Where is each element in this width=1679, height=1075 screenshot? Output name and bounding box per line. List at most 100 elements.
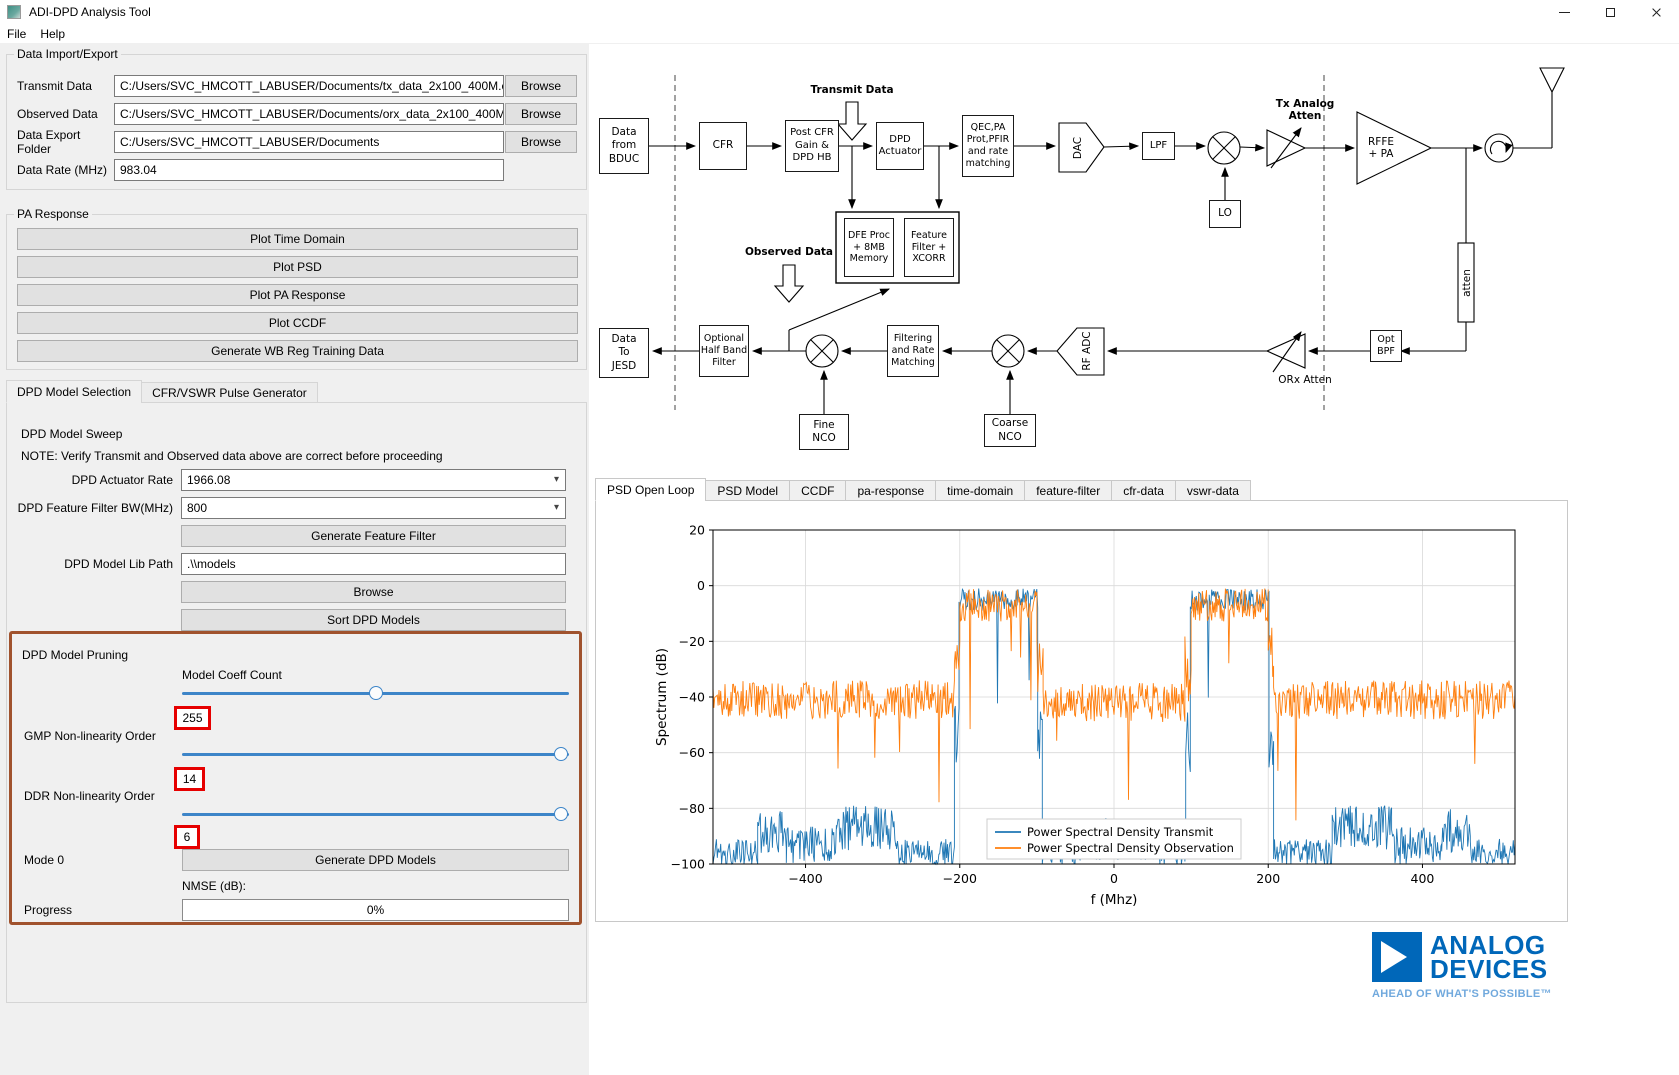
tab-vswr-data[interactable]: vswr-data <box>1174 480 1251 501</box>
slider-thumb[interactable] <box>554 807 569 821</box>
circulator-icon <box>1484 133 1514 163</box>
observed-data-browse-button[interactable]: Browse <box>505 103 577 125</box>
progress-label: Progress <box>24 903 73 917</box>
tab-psd-open-loop[interactable]: PSD Open Loop <box>595 478 707 501</box>
mixer-icon-tx <box>1207 131 1241 165</box>
pruning-title: DPD Model Pruning <box>22 648 129 662</box>
transmit-data-label: Transmit Data <box>17 79 92 93</box>
model-coeff-count-slider[interactable] <box>182 686 569 700</box>
diagram-node-dpd-actuator: DPD Actuator <box>876 122 924 170</box>
y-axis-label: Spectrum (dB) <box>654 648 670 746</box>
dpd-block-diagram: DAC RF ADC atten Data from BDUC CFR Post… <box>589 40 1678 468</box>
group-title: Data Import/Export <box>14 47 121 61</box>
diagram-node-cfr: CFR <box>699 122 747 170</box>
generate-dpd-models-button[interactable]: Generate DPD Models <box>182 849 569 871</box>
tab-pa-response[interactable]: pa-response <box>845 480 937 501</box>
observed-data-label: Observed Data <box>17 107 98 121</box>
data-rate-label: Data Rate (MHz) <box>17 163 108 177</box>
svg-text:−200: −200 <box>943 871 977 886</box>
dpd-feature-filter-bw-select[interactable]: 800 ▾ <box>181 497 566 519</box>
tab-cfr-data[interactable]: cfr-data <box>1111 480 1176 501</box>
model-lib-browse-button[interactable]: Browse <box>181 581 566 603</box>
transmit-data-input[interactable]: C:/Users/SVC_HMCOTT_LABUSER/Documents/tx… <box>114 75 504 97</box>
observed-data-arrow-icon <box>773 264 805 303</box>
diagram-node-coarse-nco: Coarse NCO <box>984 414 1036 447</box>
plot-time-domain-button[interactable]: Plot Time Domain <box>17 228 578 250</box>
legend-box <box>986 818 1242 860</box>
title-bar: ADI-DPD Analysis Tool <box>0 0 1679 24</box>
slider-thumb[interactable] <box>368 686 383 700</box>
sort-dpd-models-button[interactable]: Sort DPD Models <box>181 609 566 631</box>
ddr-order-value: 6 <box>174 825 200 849</box>
legend-entry: Power Spectral Density Transmit <box>1027 825 1214 839</box>
dpd-model-lib-path-input[interactable]: .\\models <box>181 553 566 575</box>
plot-psd-button[interactable]: Plot PSD <box>17 256 578 278</box>
dpd-feature-filter-bw-value: 800 <box>187 501 208 515</box>
generate-wb-reg-training-data-button[interactable]: Generate WB Reg Training Data <box>17 340 578 362</box>
menu-file[interactable]: File <box>7 26 27 41</box>
plot-ccdf-button[interactable]: Plot CCDF <box>17 312 578 334</box>
diagram-node-feature-filter: Feature Filter + XCORR <box>904 218 954 277</box>
maximize-button[interactable] <box>1587 0 1633 24</box>
rffe-pa-label: RFFE + PA <box>1367 136 1394 160</box>
tab-time-domain[interactable]: time-domain <box>935 480 1026 501</box>
dpd-model-selection-panel: DPD Model Sweep NOTE: Verify Transmit an… <box>6 402 587 1003</box>
gmp-order-slider[interactable] <box>182 747 569 761</box>
tx-atten-amp-icon <box>1266 127 1307 169</box>
svg-text:−400: −400 <box>788 871 822 886</box>
observed-data-input[interactable]: C:/Users/SVC_HMCOTT_LABUSER/Documents/or… <box>114 103 504 125</box>
model-coeff-count-value: 255 <box>174 706 211 730</box>
svg-text:−60: −60 <box>679 745 705 760</box>
mixer-icon-fine <box>805 334 839 368</box>
partition-dashed-lines <box>674 75 1325 410</box>
data-rate-input[interactable]: 983.04 <box>114 159 504 181</box>
group-data-import-export: Data Import/Export Transmit Data C:/User… <box>6 47 587 190</box>
dpd-actuator-rate-label: DPD Actuator Rate <box>71 473 173 487</box>
dpd-actuator-rate-select[interactable]: 1966.08 ▾ <box>181 469 566 491</box>
left-tab-strip: DPD Model Selection CFR/VSWR Pulse Gener… <box>6 380 318 403</box>
mode-label: Mode 0 <box>24 853 65 867</box>
svg-text:−20: −20 <box>679 634 705 649</box>
svg-text:0: 0 <box>697 578 705 593</box>
sweep-note: NOTE: Verify Transmit and Observed data … <box>21 449 443 463</box>
gmp-order-value: 14 <box>174 767 205 791</box>
slider-thumb[interactable] <box>554 747 569 761</box>
diagram-node-fine-nco: Fine NCO <box>799 414 849 450</box>
dpd-actuator-rate-value: 1966.08 <box>187 473 231 487</box>
orx-atten-amp-icon <box>1265 331 1306 373</box>
svg-text:20: 20 <box>689 523 705 538</box>
tab-psd-model[interactable]: PSD Model <box>705 480 791 501</box>
ddr-order-slider[interactable] <box>182 807 569 821</box>
dac-shape: DAC <box>1058 122 1105 173</box>
tx-analog-atten-label: Tx Analog Atten <box>1275 98 1335 122</box>
analog-devices-logo: ANALOG DEVICES AHEAD OF WHAT'S POSSIBLE™ <box>1372 932 1572 1000</box>
tab-ccdf[interactable]: CCDF <box>789 480 847 501</box>
dac-label: DAC <box>1072 137 1084 159</box>
model-coeff-count-label: Model Coeff Count <box>182 668 282 682</box>
slider-track[interactable] <box>182 813 569 816</box>
tab-feature-filter[interactable]: feature-filter <box>1024 480 1113 501</box>
window-controls <box>1541 0 1679 24</box>
transmit-data-label: Transmit Data <box>810 84 894 96</box>
psd-trace <box>712 588 1516 821</box>
svg-text:−40: −40 <box>679 690 705 705</box>
slider-track[interactable] <box>182 753 569 756</box>
tab-dpd-model-selection[interactable]: DPD Model Selection <box>6 380 143 403</box>
plot-pa-response-button[interactable]: Plot PA Response <box>17 284 578 306</box>
antenna-icon <box>1539 67 1565 94</box>
svg-text:200: 200 <box>1256 871 1280 886</box>
chevron-down-icon: ▾ <box>553 502 559 513</box>
transmit-data-browse-button[interactable]: Browse <box>505 75 577 97</box>
close-button[interactable] <box>1633 0 1679 24</box>
tab-cfr-vswr-pulse-generator[interactable]: CFR/VSWR Pulse Generator <box>141 382 318 403</box>
generate-feature-filter-button[interactable]: Generate Feature Filter <box>181 525 566 547</box>
logo-line2: DEVICES <box>1430 954 1548 984</box>
data-export-folder-browse-button[interactable]: Browse <box>505 131 577 153</box>
menu-help[interactable]: Help <box>40 26 66 41</box>
tx-path-arrows <box>649 92 1553 210</box>
rf-adc-shape: RF ADC <box>1056 327 1105 376</box>
minimize-button[interactable] <box>1541 0 1587 24</box>
x-axis-label: f (Mhz) <box>1091 892 1138 908</box>
data-export-folder-input[interactable]: C:/Users/SVC_HMCOTT_LABUSER/Documents <box>114 131 504 153</box>
